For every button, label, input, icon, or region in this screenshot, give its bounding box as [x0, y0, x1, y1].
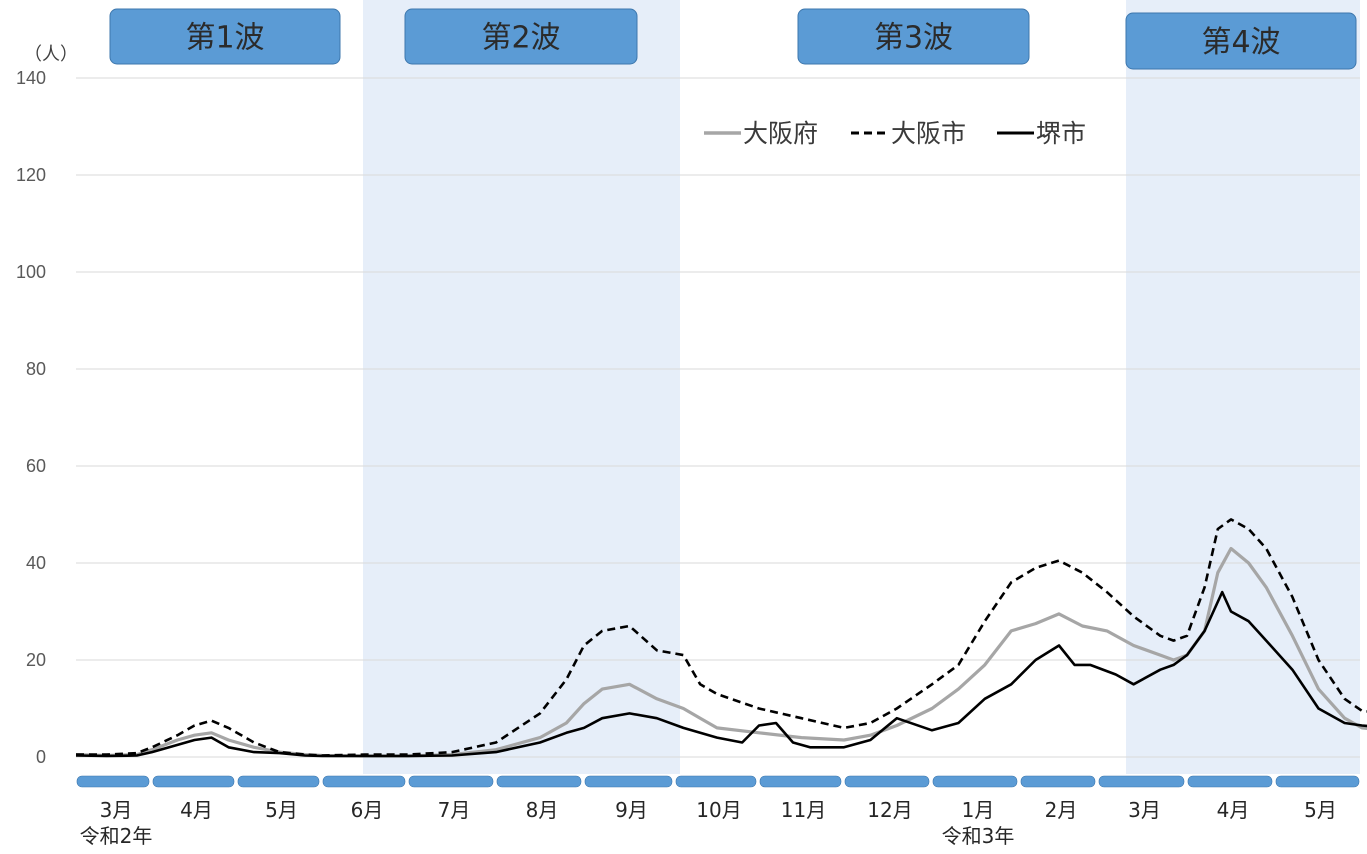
month-bar-14 — [1187, 775, 1273, 788]
wave-shade-4 — [1126, 0, 1360, 774]
month-label-15: 5月 — [1304, 798, 1337, 822]
month-label-8: 10月 — [696, 798, 741, 822]
month-bar-13 — [1098, 775, 1185, 788]
month-label-4: 6月 — [351, 798, 384, 822]
y-axis-unit-label: （人） — [24, 44, 78, 65]
y-axis-ticks: 0 20 40 60 80 100 120 140 — [16, 68, 46, 767]
series-layer — [75, 518, 1367, 758]
y-tick-20: 20 — [26, 650, 46, 670]
month-label-7: 9月 — [615, 798, 648, 822]
y-tick-100: 100 — [16, 262, 46, 282]
month-label-9: 11月 — [781, 798, 826, 822]
month-bar-11 — [932, 775, 1018, 788]
month-label-10: 12月 — [867, 798, 912, 822]
month-bar-3 — [237, 775, 320, 788]
legend-label-3: 堺市 — [1036, 119, 1086, 148]
wave-label-2: 第2波 — [481, 21, 560, 56]
month-bar-4 — [322, 775, 406, 788]
month-bars — [76, 775, 1360, 788]
month-label-12: 2月 — [1045, 798, 1078, 822]
month-label-14: 4月 — [1217, 798, 1250, 822]
month-label-2: 4月 — [180, 798, 213, 822]
month-sublabel-1: 令和2年 — [80, 824, 153, 848]
legend-label-1: 大阪府 — [743, 119, 818, 148]
wave-labels: 第1波 第2波 第3波 第4波 — [109, 8, 1357, 70]
month-bar-5 — [408, 775, 494, 788]
wave-label-1: 第1波 — [185, 21, 264, 56]
month-sublabel-11: 令和3年 — [942, 824, 1015, 848]
month-bar-1 — [76, 775, 150, 788]
month-label-5: 7月 — [438, 798, 471, 822]
month-label-6: 8月 — [526, 798, 559, 822]
month-label-3: 5月 — [265, 798, 298, 822]
series-line-3 — [75, 590, 1367, 758]
y-tick-120: 120 — [16, 165, 46, 185]
month-bar-9 — [759, 775, 842, 788]
y-tick-140: 140 — [16, 68, 46, 88]
wave-box-4 — [1125, 12, 1357, 70]
wave-shade-2 — [363, 0, 680, 774]
wave-label-4: 第4波 — [1201, 25, 1280, 60]
month-bar-10 — [844, 775, 930, 788]
month-bar-12 — [1020, 775, 1096, 788]
month-bar-7 — [584, 775, 673, 788]
y-tick-0: 0 — [36, 747, 46, 767]
wave-box-1 — [109, 8, 341, 65]
month-bar-8 — [675, 775, 757, 788]
legend-label-2: 大阪市 — [891, 119, 966, 148]
month-label-13: 3月 — [1128, 798, 1161, 822]
wave-label-3: 第3波 — [874, 21, 953, 56]
month-bar-6 — [496, 775, 582, 788]
wave-box-3 — [797, 8, 1030, 65]
y-tick-40: 40 — [26, 553, 46, 573]
y-tick-60: 60 — [26, 456, 46, 476]
month-label-11: 1月 — [962, 798, 995, 822]
wave-box-2 — [404, 8, 638, 65]
legend: 大阪府 大阪市 堺市 — [704, 119, 1086, 148]
gridlines — [76, 77, 1360, 758]
month-label-1: 3月 — [100, 798, 133, 822]
month-bar-15 — [1275, 775, 1360, 788]
month-bar-2 — [152, 775, 235, 788]
y-tick-80: 80 — [26, 359, 46, 379]
wave-shading-layer — [363, 0, 1360, 774]
